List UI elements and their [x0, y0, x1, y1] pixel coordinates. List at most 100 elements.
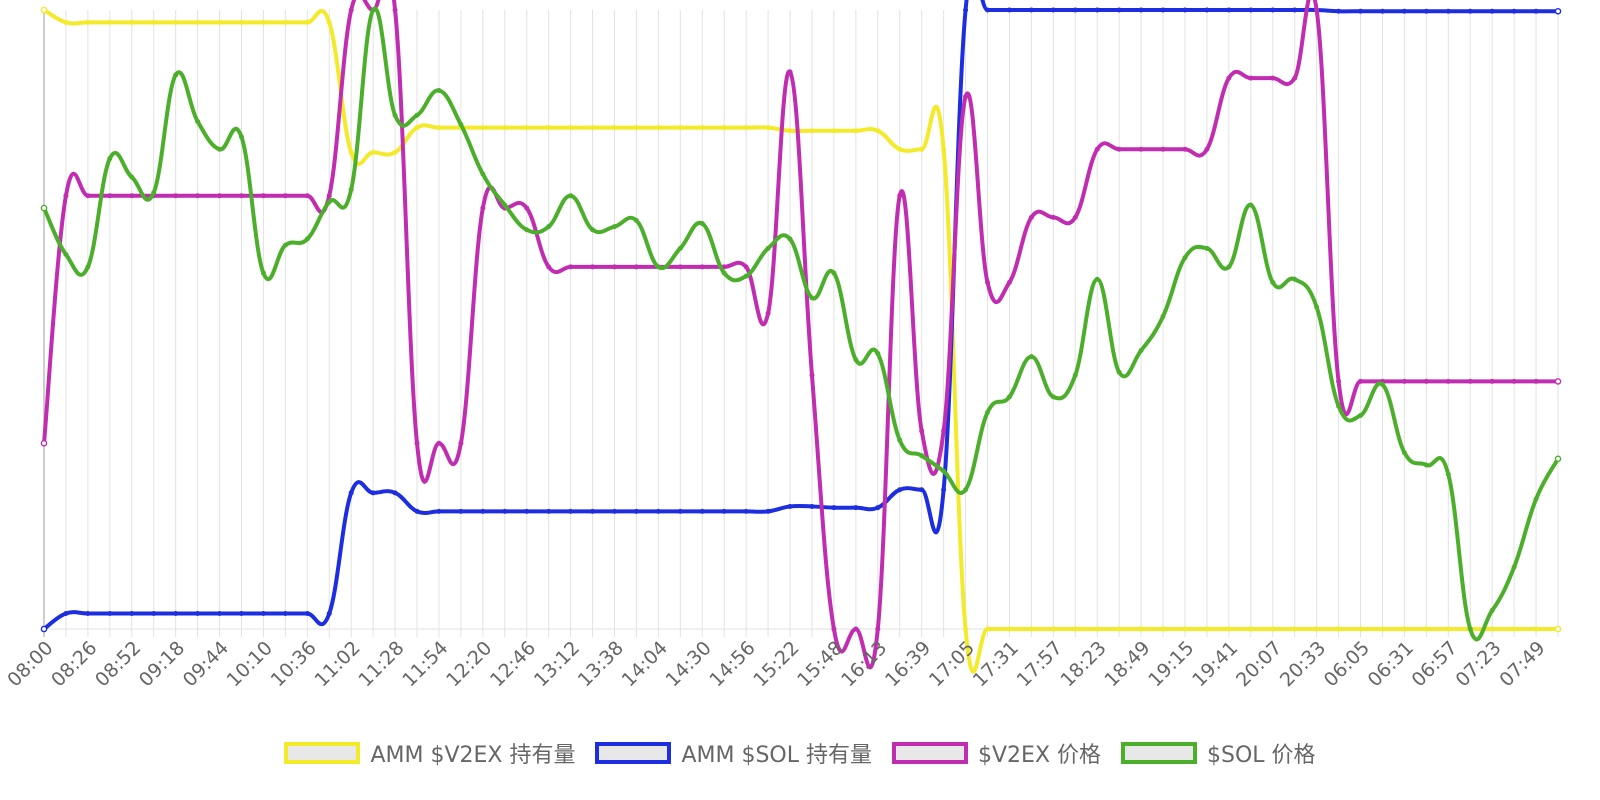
data-point[interactable]	[1204, 626, 1210, 632]
data-point[interactable]	[568, 125, 574, 131]
data-point[interactable]	[107, 193, 113, 199]
data-point[interactable]	[173, 611, 179, 617]
data-point[interactable]	[831, 128, 837, 134]
data-point[interactable]	[129, 193, 135, 199]
data-point[interactable]	[40, 439, 48, 447]
data-point[interactable]	[985, 7, 991, 13]
data-point[interactable]	[963, 94, 969, 100]
data-point[interactable]	[1204, 245, 1210, 251]
legend-item[interactable]: AMM $V2EX 持有量	[284, 737, 575, 769]
data-point[interactable]	[1489, 8, 1495, 14]
data-point[interactable]	[260, 611, 266, 617]
data-point[interactable]	[1314, 626, 1320, 632]
data-point[interactable]	[85, 19, 91, 25]
data-point[interactable]	[1467, 626, 1473, 632]
data-point[interactable]	[546, 125, 552, 131]
data-point[interactable]	[282, 19, 288, 25]
data-point[interactable]	[919, 453, 925, 459]
data-point[interactable]	[480, 171, 486, 177]
data-point[interactable]	[1116, 7, 1122, 13]
data-point[interactable]	[85, 193, 91, 199]
data-point[interactable]	[524, 227, 530, 233]
data-point[interactable]	[40, 625, 48, 633]
data-point[interactable]	[633, 508, 639, 514]
data-point[interactable]	[217, 146, 223, 152]
data-point[interactable]	[590, 125, 596, 131]
data-point[interactable]	[1028, 626, 1034, 632]
data-point[interactable]	[941, 487, 947, 493]
data-point[interactable]	[1358, 8, 1364, 14]
data-point[interactable]	[40, 204, 48, 212]
data-point[interactable]	[853, 128, 859, 134]
data-point[interactable]	[787, 69, 793, 75]
data-point[interactable]	[699, 264, 705, 270]
data-point[interactable]	[1248, 7, 1254, 13]
data-point[interactable]	[1445, 8, 1451, 14]
data-point[interactable]	[743, 264, 749, 270]
data-point[interactable]	[63, 19, 69, 25]
data-point[interactable]	[1094, 146, 1100, 152]
data-point[interactable]	[502, 202, 508, 208]
data-point[interactable]	[1006, 279, 1012, 285]
data-point[interactable]	[655, 508, 661, 514]
data-point[interactable]	[853, 505, 859, 511]
data-point[interactable]	[524, 125, 530, 131]
data-point[interactable]	[40, 6, 48, 14]
data-point[interactable]	[524, 205, 530, 211]
data-point[interactable]	[1336, 8, 1342, 14]
data-point[interactable]	[414, 112, 420, 118]
data-point[interactable]	[195, 193, 201, 199]
data-point[interactable]	[831, 626, 837, 632]
data-point[interactable]	[1138, 7, 1144, 13]
data-point[interactable]	[1511, 8, 1517, 14]
data-point[interactable]	[1270, 75, 1276, 81]
data-point[interactable]	[1248, 202, 1254, 208]
data-point[interactable]	[414, 125, 420, 131]
data-point[interactable]	[1401, 450, 1407, 456]
data-point[interactable]	[1358, 412, 1364, 418]
data-point[interactable]	[458, 122, 464, 128]
data-point[interactable]	[568, 508, 574, 514]
data-point[interactable]	[1292, 75, 1298, 81]
data-point[interactable]	[129, 174, 135, 180]
data-point[interactable]	[1336, 378, 1342, 384]
data-point[interactable]	[1204, 146, 1210, 152]
data-point[interactable]	[919, 146, 925, 152]
data-point[interactable]	[985, 626, 991, 632]
data-point[interactable]	[568, 264, 574, 270]
data-point[interactable]	[1379, 8, 1385, 14]
data-point[interactable]	[633, 264, 639, 270]
data-point[interactable]	[677, 508, 683, 514]
data-point[interactable]	[1094, 7, 1100, 13]
data-point[interactable]	[1182, 255, 1188, 261]
data-point[interactable]	[217, 611, 223, 617]
data-point[interactable]	[853, 357, 859, 363]
data-point[interactable]	[173, 193, 179, 199]
data-point[interactable]	[1489, 607, 1495, 613]
data-point[interactable]	[1138, 347, 1144, 353]
data-point[interactable]	[1554, 7, 1562, 15]
data-point[interactable]	[1401, 626, 1407, 632]
data-point[interactable]	[590, 227, 596, 233]
data-point[interactable]	[1116, 626, 1122, 632]
data-point[interactable]	[1028, 354, 1034, 360]
data-point[interactable]	[348, 149, 354, 155]
data-point[interactable]	[1423, 462, 1429, 468]
data-point[interactable]	[963, 7, 969, 13]
data-point[interactable]	[1401, 378, 1407, 384]
data-point[interactable]	[458, 440, 464, 446]
data-point[interactable]	[414, 508, 420, 514]
data-point[interactable]	[1423, 8, 1429, 14]
data-point[interactable]	[1248, 75, 1254, 81]
data-point[interactable]	[699, 221, 705, 227]
data-point[interactable]	[853, 626, 859, 632]
data-point[interactable]	[370, 490, 376, 496]
data-point[interactable]	[173, 72, 179, 78]
data-point[interactable]	[919, 428, 925, 434]
data-point[interactable]	[1072, 372, 1078, 378]
data-point[interactable]	[1028, 214, 1034, 220]
data-point[interactable]	[392, 149, 398, 155]
data-point[interactable]	[985, 279, 991, 285]
data-point[interactable]	[151, 19, 157, 25]
data-point[interactable]	[1050, 214, 1056, 220]
